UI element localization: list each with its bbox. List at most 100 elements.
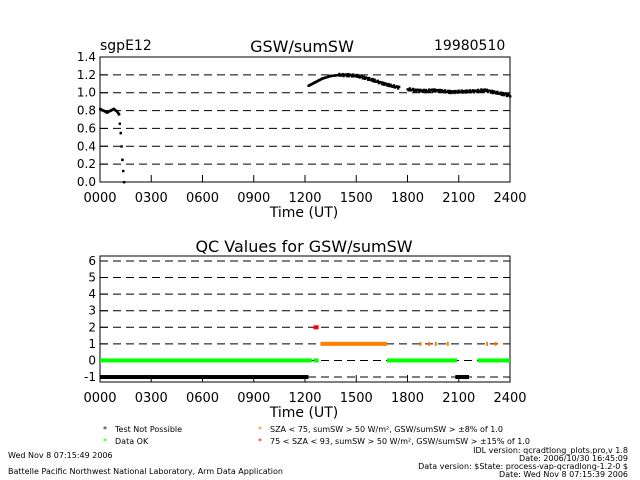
- site-label: sgpE12: [100, 38, 152, 54]
- data-point: [116, 110, 119, 113]
- data-point: [449, 89, 452, 93]
- c2-ytick-label: 5: [88, 271, 96, 285]
- date-label: 19980510: [434, 38, 505, 54]
- data-point: [496, 90, 499, 94]
- legend-label-sza-93: 75 < SZA < 93, sumSW > 50 W/m², GSW/sumS…: [270, 437, 530, 446]
- chart2-xlabel: Time (UT): [269, 405, 338, 421]
- c1-ytick-label: 0.6: [77, 121, 96, 135]
- chart2-title: QC Values for GSW/sumSW: [195, 237, 412, 256]
- c2-xtick-label: 1500: [340, 391, 373, 406]
- c1-xtick-label: 0300: [135, 191, 168, 206]
- qc-segment-1: [486, 341, 489, 346]
- data-point: [437, 90, 440, 93]
- data-point: [453, 91, 456, 95]
- data-point: [417, 88, 420, 91]
- data-point: [350, 75, 354, 78]
- data-point: [472, 91, 476, 94]
- c2-xtick-label: 1200: [288, 391, 321, 406]
- c1-ytick-label: 0.4: [77, 139, 96, 153]
- c2-xtick-label: 0000: [83, 391, 116, 406]
- data-point: [340, 74, 343, 77]
- data-point: [460, 89, 463, 92]
- data-point: [383, 83, 386, 87]
- data-point: [456, 91, 459, 94]
- c2-ytick-label: -1: [84, 370, 96, 384]
- c1-xtick-label: 1800: [391, 191, 424, 206]
- data-point: [505, 94, 509, 98]
- data-point: [461, 91, 464, 94]
- data-point: [347, 75, 351, 78]
- data-point: [396, 87, 400, 90]
- c1-xtick-label: 0900: [237, 191, 270, 206]
- data-point: [423, 90, 426, 94]
- legend-marker-data-ok: *: [103, 437, 107, 446]
- data-point: [352, 73, 355, 76]
- chart1-plot-area: [99, 56, 511, 183]
- legend-marker-test-not-possible: *: [103, 425, 107, 434]
- data-point: [118, 122, 122, 125]
- chart-gsw-sumsw: 0.0 0.2 0.4 0.6 0.8 1.0 1.2 1.4 0000 0300 0600 090…: [77, 50, 527, 221]
- legend-label-data-ok: Data OK: [115, 437, 149, 446]
- data-point: [457, 89, 460, 92]
- data-point: [486, 90, 489, 94]
- data-point: [442, 90, 446, 94]
- data-point: [476, 88, 480, 92]
- data-point: [344, 73, 347, 76]
- c1-xtick-label: 0000: [83, 191, 116, 206]
- data-point: [436, 89, 439, 92]
- c1-xtick-label: 0600: [186, 191, 219, 206]
- data-point: [356, 75, 359, 78]
- c2-ytick-label: 1: [88, 337, 96, 351]
- c1-ytick-label: 0.0: [77, 175, 96, 189]
- c1-ytick-label: 1.0: [77, 86, 96, 100]
- c1-ytick-label: 0.8: [77, 104, 96, 118]
- data-point: [422, 88, 425, 92]
- data-point: [411, 87, 415, 91]
- legend-label-sza-75: SZA < 75, sumSW > 50 W/m², GSW/sumSW > ±…: [270, 425, 503, 434]
- data-point: [468, 89, 472, 92]
- data-point: [385, 83, 388, 86]
- data-point: [407, 89, 410, 92]
- data-point: [366, 78, 370, 81]
- c2-xtick-label: 2400: [493, 391, 526, 406]
- c2-xtick-label: 0900: [237, 391, 270, 406]
- data-point: [381, 81, 385, 84]
- data-point: [504, 92, 508, 96]
- data-point: [443, 89, 447, 92]
- qc-segment-0: [387, 358, 458, 363]
- c1-ytick-label: 1.2: [77, 68, 96, 82]
- data-point: [426, 90, 430, 93]
- c1-xtick-label: 2100: [442, 191, 475, 206]
- chart2-plot-area: [99, 255, 511, 383]
- data-point: [395, 85, 399, 88]
- qc-segment-1: [419, 341, 422, 346]
- data-point: [355, 73, 358, 77]
- c2-ytick-label: 6: [88, 254, 96, 268]
- footer-date-line2: Date: Wed Nov 8 07:15:39 2006: [499, 470, 628, 479]
- data-point: [459, 90, 462, 94]
- c2-ytick-label: 4: [88, 287, 96, 301]
- data-point: [488, 89, 492, 93]
- data-point: [434, 90, 437, 93]
- data-point: [372, 80, 375, 83]
- footer-data-version: Data version: $State: process-vap-qcradl…: [418, 462, 628, 471]
- data-point: [464, 91, 467, 94]
- c2-ytick-label: 3: [88, 304, 96, 318]
- data-point: [489, 91, 493, 94]
- c1-ytick-label: 0.2: [77, 157, 96, 171]
- chart-qc-values: -1 0 1 2 3 4 5 6 0000 0300 0600 0900 1200 1500 1800 21…: [83, 254, 526, 421]
- data-point: [376, 79, 380, 83]
- data-point: [342, 74, 345, 78]
- data-point: [408, 87, 412, 90]
- data-point: [121, 158, 124, 162]
- data-point: [412, 89, 416, 93]
- qc-segment-0: [313, 358, 319, 363]
- footer-timestamp: Wed Nov 8 07:15:49 2006: [8, 451, 113, 460]
- data-point: [119, 131, 122, 135]
- data-point: [360, 75, 363, 78]
- c1-xtick-label: 1500: [340, 191, 373, 206]
- legend-marker-sza-75: *: [258, 425, 262, 434]
- data-point: [373, 78, 376, 81]
- data-point: [448, 91, 451, 95]
